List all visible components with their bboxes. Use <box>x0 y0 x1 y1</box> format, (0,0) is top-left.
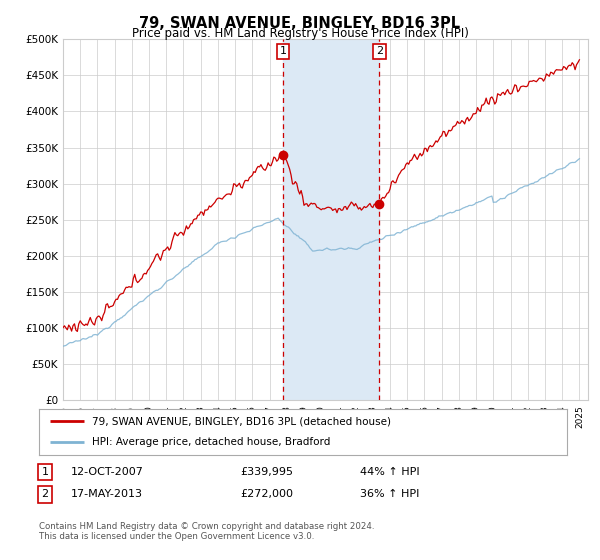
Text: 17-MAY-2013: 17-MAY-2013 <box>71 489 143 500</box>
Text: 79, SWAN AVENUE, BINGLEY, BD16 3PL: 79, SWAN AVENUE, BINGLEY, BD16 3PL <box>139 16 461 31</box>
Text: Price paid vs. HM Land Registry's House Price Index (HPI): Price paid vs. HM Land Registry's House … <box>131 27 469 40</box>
Text: 44% ↑ HPI: 44% ↑ HPI <box>360 467 419 477</box>
Bar <box>283 39 379 400</box>
Text: HPI: Average price, detached house, Bradford: HPI: Average price, detached house, Brad… <box>92 437 330 447</box>
Text: 1: 1 <box>280 46 287 57</box>
Text: 2: 2 <box>41 489 49 500</box>
Text: 79, SWAN AVENUE, BINGLEY, BD16 3PL (detached house): 79, SWAN AVENUE, BINGLEY, BD16 3PL (deta… <box>92 416 391 426</box>
Text: 2: 2 <box>376 46 383 57</box>
Text: 36% ↑ HPI: 36% ↑ HPI <box>360 489 419 500</box>
Text: Contains HM Land Registry data © Crown copyright and database right 2024.
This d: Contains HM Land Registry data © Crown c… <box>39 522 374 542</box>
Text: £339,995: £339,995 <box>240 467 293 477</box>
Text: 12-OCT-2007: 12-OCT-2007 <box>71 467 143 477</box>
Text: 1: 1 <box>41 467 49 477</box>
Text: £272,000: £272,000 <box>240 489 293 500</box>
